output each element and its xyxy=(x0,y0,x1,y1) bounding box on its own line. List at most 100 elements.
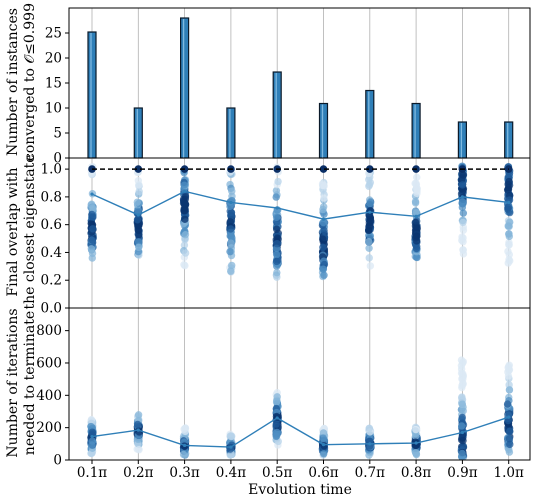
data-point xyxy=(458,422,466,430)
data-point xyxy=(89,225,97,233)
y-axis-title-3-line-1: Number of iterations xyxy=(5,308,21,457)
y-tick-label: 0.4 xyxy=(41,245,62,261)
data-point xyxy=(272,250,281,259)
data-point xyxy=(412,179,420,188)
x-tick-label: 0.2π xyxy=(123,465,153,481)
y-tick-label: 0 xyxy=(53,151,62,167)
y-tick-label: 0.2 xyxy=(41,273,62,289)
data-point xyxy=(319,434,327,442)
mean-marker xyxy=(460,195,464,199)
data-point xyxy=(506,218,514,226)
data-point xyxy=(181,427,189,436)
data-point xyxy=(227,432,235,441)
data-point xyxy=(273,428,281,437)
data-point xyxy=(457,369,466,377)
data-point xyxy=(459,218,467,227)
data-point xyxy=(506,427,514,435)
data-point xyxy=(228,261,236,270)
data-point xyxy=(366,199,374,208)
mean-marker xyxy=(275,206,279,210)
panel-instances-converged: 0 5 10 15 20 25 xyxy=(45,7,531,167)
mean-marker xyxy=(136,213,140,217)
data-point xyxy=(133,216,142,224)
data-point xyxy=(273,240,281,248)
data-point xyxy=(135,231,143,239)
data-point xyxy=(320,194,328,202)
y-tick-label: 0.8 xyxy=(41,189,62,205)
data-point xyxy=(181,249,190,257)
data-point xyxy=(412,449,420,457)
data-point xyxy=(181,230,190,239)
bar-0.1π xyxy=(87,31,97,159)
data-point xyxy=(227,267,235,275)
mean-line xyxy=(91,416,509,448)
data-point xyxy=(459,245,467,254)
data-point xyxy=(272,193,280,201)
mean-marker xyxy=(414,214,418,218)
panel-frame xyxy=(68,307,531,461)
mean-marker xyxy=(414,441,418,445)
data-point xyxy=(180,241,189,249)
data-point xyxy=(226,218,235,226)
y-tick-label: 400 xyxy=(36,388,62,404)
data-point xyxy=(457,362,466,370)
x-tick-label: 0.3π xyxy=(169,465,199,481)
data-point xyxy=(505,250,514,259)
mean-marker xyxy=(507,200,511,205)
x-tick-label: 0.7π xyxy=(355,465,385,481)
data-point xyxy=(459,209,468,217)
mean-marker xyxy=(183,189,187,193)
y-axis-title-2-line-2: the closest eigenstate xyxy=(22,155,38,310)
data-point xyxy=(365,424,374,433)
y-tick-label: 600 xyxy=(36,355,62,371)
data-point xyxy=(366,165,374,173)
data-point xyxy=(274,177,282,186)
y-tick-label: 1.0 xyxy=(41,162,62,178)
mean-marker xyxy=(275,416,279,420)
mean-marker xyxy=(229,445,233,449)
mean-line xyxy=(91,190,509,220)
bar-0.5π xyxy=(272,71,282,159)
data-point xyxy=(135,243,143,251)
bar-0.9π xyxy=(457,121,467,159)
data-point xyxy=(411,199,420,207)
data-point xyxy=(88,441,96,449)
y-tick-label: 10 xyxy=(45,101,62,117)
data-point xyxy=(135,187,143,196)
data-point xyxy=(459,171,468,179)
data-point xyxy=(505,177,513,186)
y-tick-label: 20 xyxy=(45,51,62,67)
data-point xyxy=(320,450,328,458)
data-point xyxy=(365,254,373,262)
data-point xyxy=(505,435,514,443)
data-point xyxy=(179,199,188,207)
bar-0.7π xyxy=(365,89,375,159)
data-point xyxy=(272,420,281,428)
mean-marker xyxy=(507,415,511,419)
data-point xyxy=(413,253,421,262)
y-axis-title-3-line-2: needed to terminate xyxy=(22,311,38,455)
y-tick-label: 0.0 xyxy=(41,301,62,317)
y-axis-title-1-line-2: converged to 𝒪≤0.999 xyxy=(22,3,38,161)
bar-0.3π xyxy=(180,17,190,159)
data-point xyxy=(365,226,373,235)
data-point xyxy=(180,207,188,215)
data-point xyxy=(272,225,281,233)
data-point xyxy=(88,249,97,258)
data-point xyxy=(318,181,327,190)
bar-0.2π xyxy=(133,107,143,159)
data-point xyxy=(413,242,421,251)
mean-marker xyxy=(368,210,372,214)
data-point xyxy=(135,181,143,189)
data-point xyxy=(504,203,513,212)
data-point xyxy=(272,398,281,406)
data-point xyxy=(504,372,513,380)
data-point xyxy=(459,234,467,242)
y-tick-label: 200 xyxy=(36,420,62,436)
data-point xyxy=(411,218,420,227)
data-point xyxy=(227,211,236,220)
x-tick-label: 0.9π xyxy=(447,465,477,481)
data-point xyxy=(365,244,373,253)
y-axis-title-1-line-1: Number of instances xyxy=(5,8,21,156)
data-point xyxy=(88,236,97,244)
